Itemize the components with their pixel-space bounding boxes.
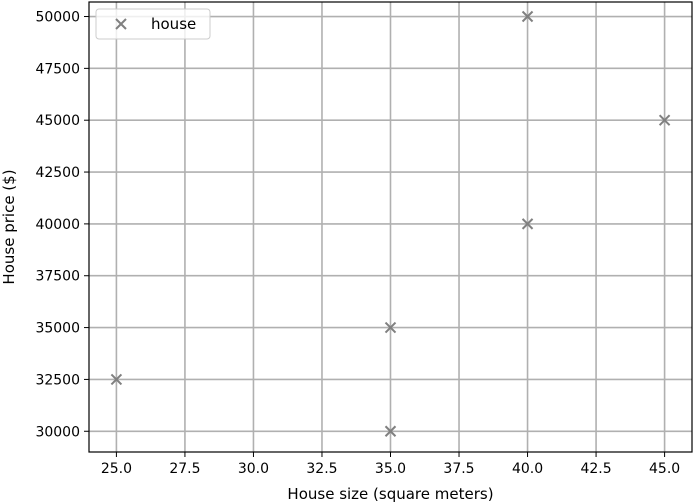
y-tick-label: 37500 — [35, 269, 80, 285]
y-tick-label: 35000 — [35, 321, 80, 337]
y-tick-label: 40000 — [35, 217, 80, 233]
y-tick-label: 50000 — [35, 10, 80, 26]
data-point — [658, 114, 671, 126]
legend-marker-x-icon — [115, 18, 127, 30]
x-tick-label: 45.0 — [649, 461, 680, 477]
y-tick-label: 30000 — [35, 424, 80, 440]
x-tick-label: 27.5 — [169, 461, 200, 477]
x-tick-label: 40.0 — [512, 461, 543, 477]
legend-box — [95, 8, 211, 40]
y-axis-ticks: 30000 32500 35000 37500 40000 42500 45000 47500… — [35, 10, 89, 440]
x-tick-label: 25.0 — [101, 461, 132, 477]
legend-x-glyph — [115, 18, 127, 30]
legend-entry-house: house — [151, 15, 196, 33]
x-tick-label: 32.5 — [306, 461, 337, 477]
y-axis-label: House price ($) — [0, 169, 18, 284]
y-tick-label: 42500 — [35, 165, 80, 181]
data-point — [521, 10, 534, 23]
data-point — [110, 373, 123, 386]
y-tick-label: 47500 — [35, 61, 80, 77]
legend: house — [95, 8, 211, 40]
x-tick-label: 35.0 — [375, 461, 406, 477]
data-point — [384, 425, 397, 437]
x-tick-label: 30.0 — [238, 461, 269, 477]
data-points — [110, 10, 671, 437]
data-point — [521, 218, 534, 230]
x-axis-ticks: 25.0 27.5 30.0 32.5 35.0 37.5 40.0 42.5 45.0 — [101, 452, 680, 477]
x-tick-label: 42.5 — [580, 461, 611, 477]
y-tick-label: 32500 — [35, 372, 80, 388]
grid — [89, 2, 692, 452]
y-tick-label: 45000 — [35, 113, 80, 129]
data-point — [384, 321, 397, 334]
x-tick-label: 37.5 — [443, 461, 474, 477]
x-axis-label: House size (square meters) — [287, 485, 493, 503]
